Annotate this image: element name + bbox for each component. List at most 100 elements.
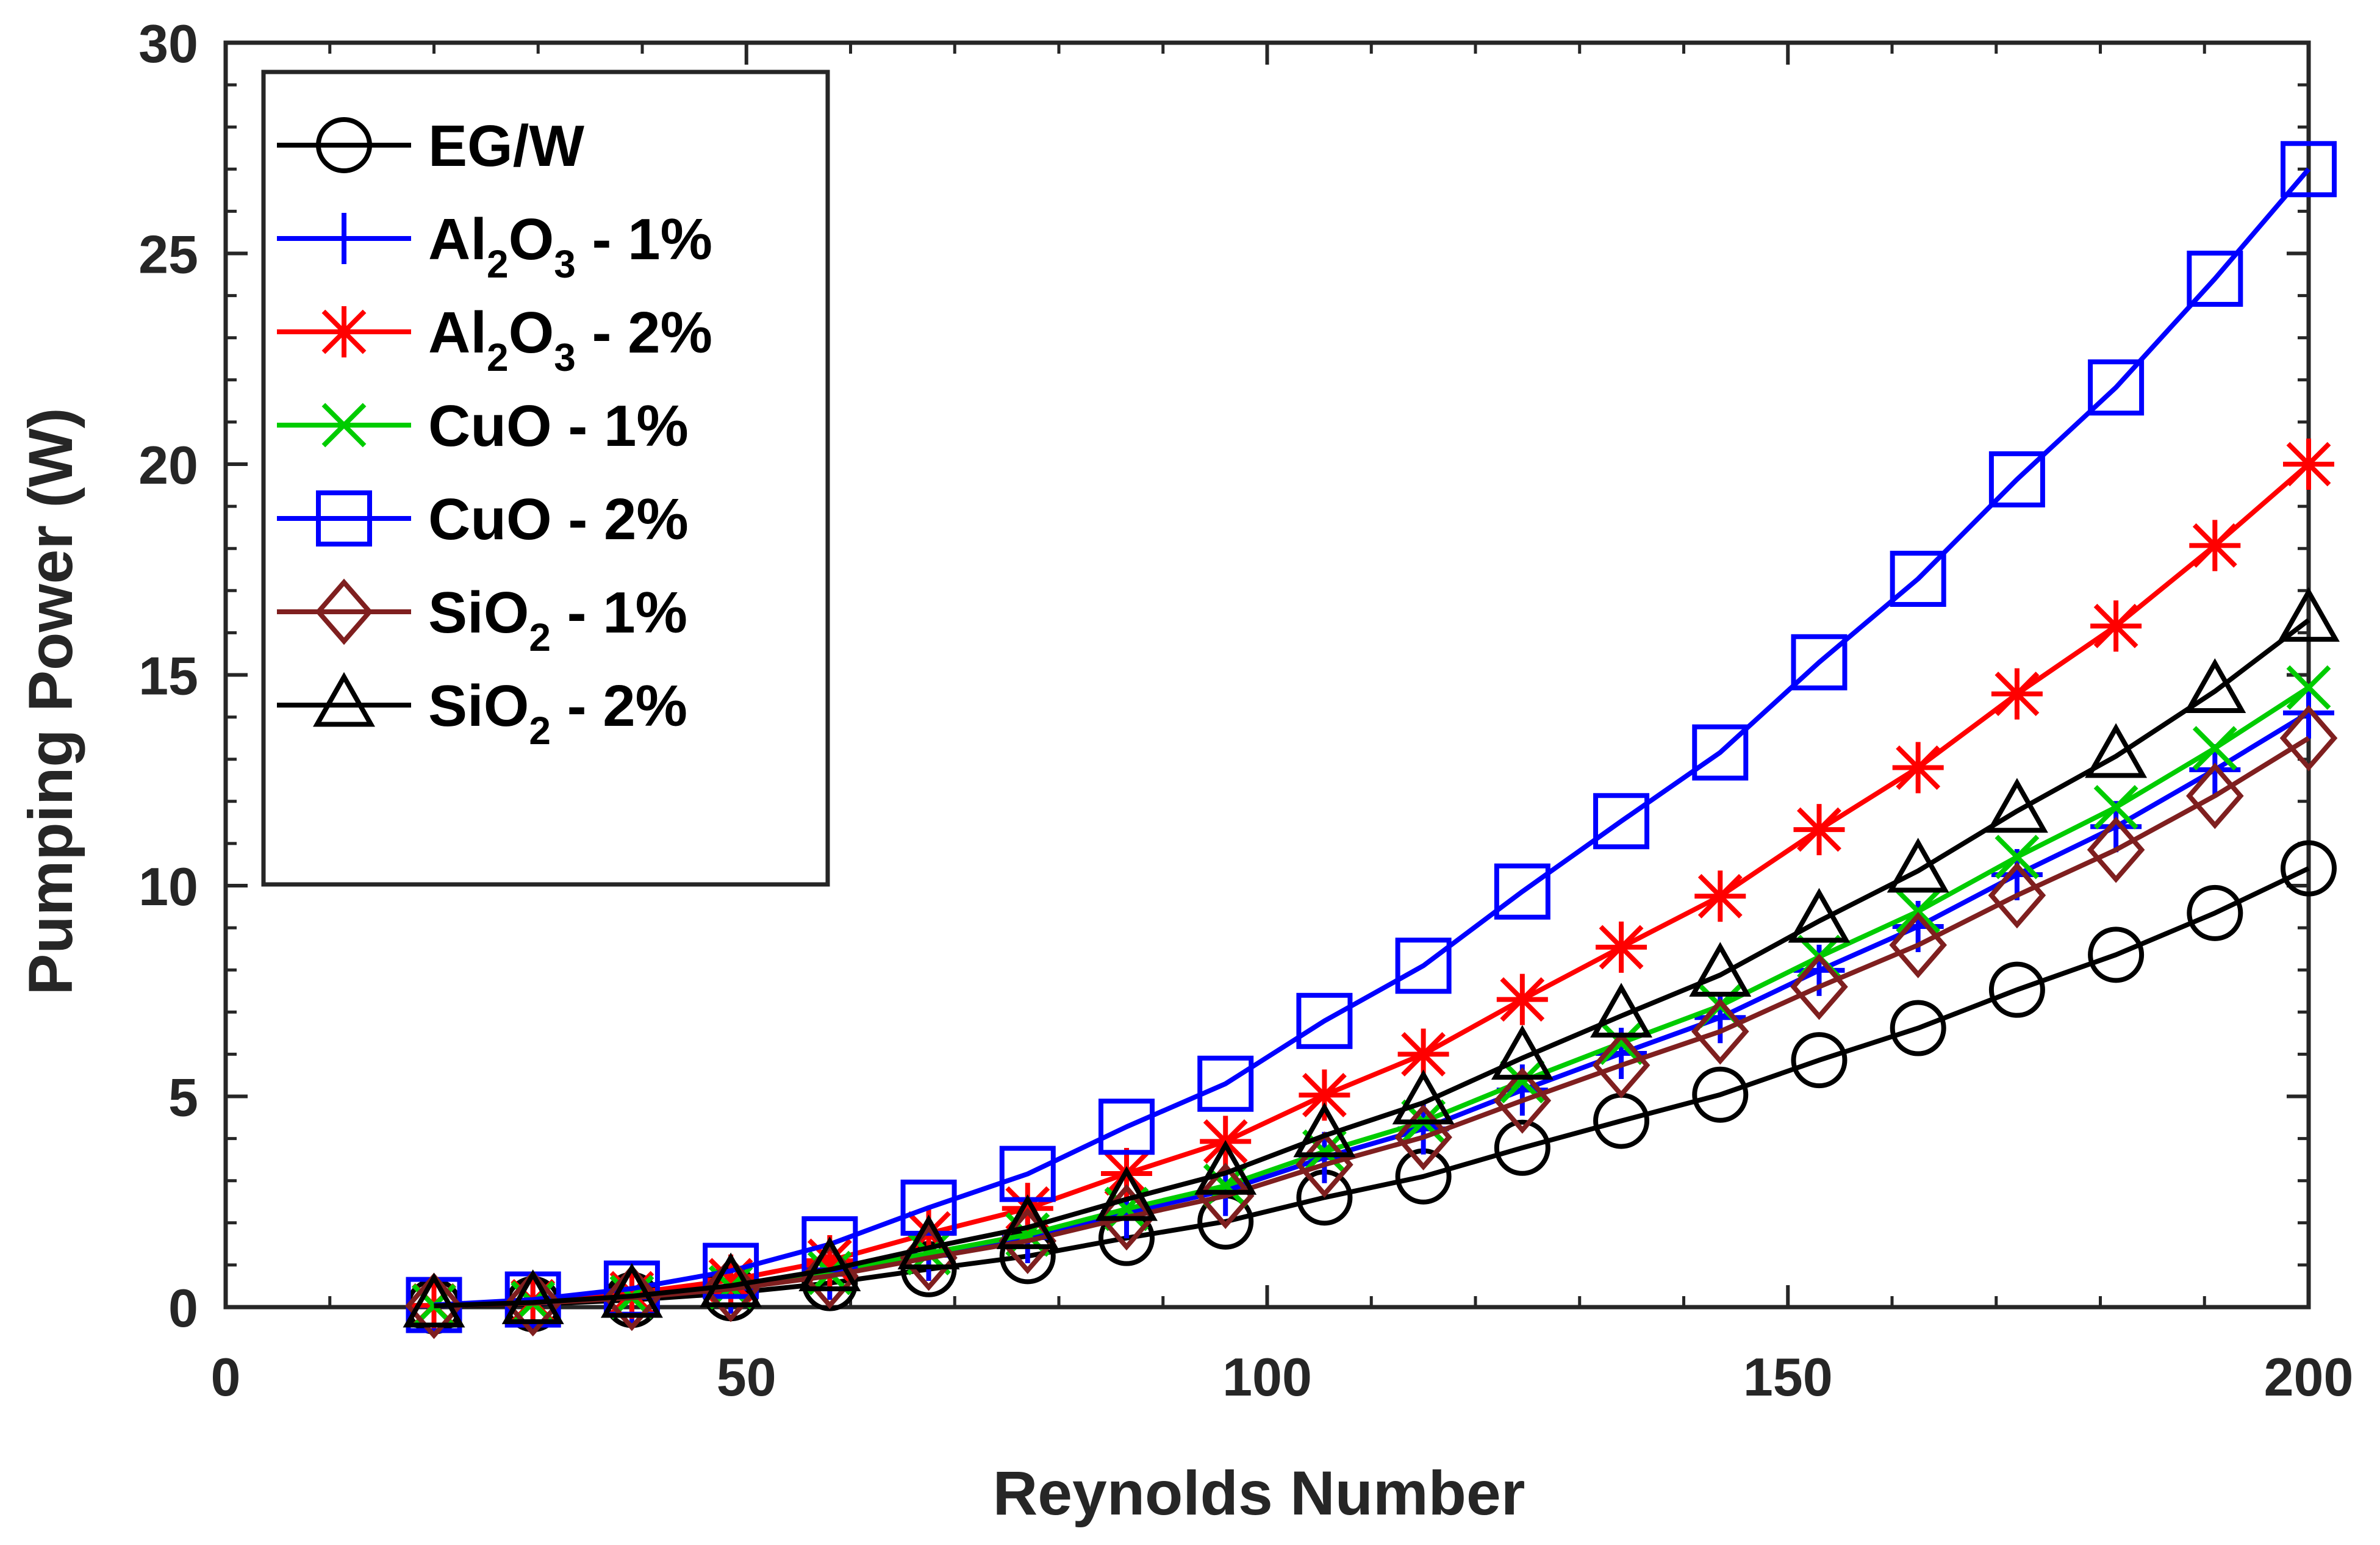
data-point	[900, 1179, 957, 1236]
legend-marker	[321, 403, 367, 448]
series-eg-w	[406, 840, 2337, 1335]
data-point	[1995, 834, 2040, 880]
data-point	[2278, 587, 2340, 642]
legend-marker	[318, 306, 370, 357]
legend-label: SiO2 - 2%	[428, 673, 687, 753]
data-point	[996, 1194, 1059, 1249]
series-cuo-2-	[406, 141, 2337, 1333]
data-point	[2283, 439, 2334, 490]
data-point	[701, 1255, 760, 1322]
legend-label: Al2O3 - 2%	[428, 300, 712, 379]
y-tick-label: 30	[138, 13, 198, 74]
data-point	[2085, 723, 2148, 778]
data-point	[2187, 884, 2243, 941]
data-point	[1790, 953, 1848, 1020]
x-axis-label: Reynolds Number	[993, 1458, 1525, 1528]
legend-marker	[313, 672, 375, 727]
data-point	[501, 1269, 564, 1324]
data-point	[504, 1270, 562, 1337]
data-point	[1302, 1129, 1347, 1174]
legend-item: SiO2 - 2%	[277, 672, 687, 753]
y-tick-label: 5	[168, 1067, 198, 1128]
data-point	[2184, 658, 2246, 713]
data-point	[1887, 837, 1949, 893]
x-tick-label: 50	[717, 1347, 776, 1407]
legend-label: CuO - 1%	[428, 393, 689, 459]
data-point	[403, 1272, 465, 1328]
data-point	[2093, 785, 2138, 830]
data-point	[1890, 1000, 1946, 1056]
data-point	[2279, 704, 2338, 772]
data-point	[1889, 912, 1947, 978]
data-point	[2088, 927, 2145, 983]
data-point	[1689, 942, 1752, 997]
data-point	[1985, 778, 2048, 833]
legend-marker	[316, 490, 372, 547]
data-point	[1394, 1104, 1452, 1170]
y-axis-label: Pumping Power (W)	[16, 407, 85, 995]
x-tick-label: 100	[1222, 1347, 1312, 1407]
data-point	[1892, 742, 1944, 794]
data-point	[1097, 1184, 1156, 1251]
data-point	[405, 1272, 463, 1339]
data-point	[1299, 1069, 1350, 1121]
data-point	[1890, 550, 1946, 607]
legend-marker	[318, 213, 370, 264]
legend-marker	[315, 578, 373, 645]
data-point	[1692, 724, 1749, 781]
legend-item: SiO2 - 1%	[277, 578, 687, 659]
data-point	[1791, 1032, 1848, 1089]
data-point	[1392, 1069, 1455, 1125]
data-point	[1395, 937, 1452, 994]
y-tick-label: 0	[168, 1278, 198, 1338]
data-point	[1491, 1025, 1554, 1080]
legend-marker	[316, 117, 372, 173]
legend-box	[261, 70, 830, 887]
data-point	[1496, 973, 1548, 1025]
data-point	[1590, 983, 1653, 1038]
data-point	[2281, 840, 2337, 897]
data-point	[2192, 726, 2237, 771]
data-point	[2090, 600, 2142, 652]
legend: EG/W Al2O3 - 1% Al2O3 - 2% CuO - 1% CuO - 2%…	[261, 70, 830, 887]
y-tick-label: 15	[138, 646, 198, 706]
data-point	[703, 1242, 759, 1299]
data-point	[1494, 1119, 1550, 1176]
y-tick-label: 25	[138, 224, 198, 285]
data-point	[2286, 665, 2331, 710]
legend-label: SiO2 - 1%	[428, 580, 687, 659]
data-point	[1095, 1166, 1158, 1221]
data-point	[1988, 451, 2045, 507]
series-line	[434, 167, 2311, 1308]
data-point	[1493, 1067, 1552, 1134]
data-point	[1293, 1102, 1356, 1158]
y-tick-label: 20	[138, 435, 198, 495]
legend-item: Al2O3 - 2%	[277, 300, 712, 379]
axes: 0 50 100 150 200 0 5 10 15 20 25 30	[138, 13, 2353, 1407]
data-point	[2088, 359, 2145, 416]
data-point	[1991, 668, 2043, 720]
data-point	[1694, 870, 1746, 922]
data-point	[1596, 921, 1647, 973]
data-point	[2281, 141, 2337, 198]
data-point	[2189, 520, 2241, 572]
data-point	[897, 1214, 960, 1270]
x-tick-label: 200	[2264, 1347, 2354, 1407]
data-point	[1593, 793, 1650, 850]
legend-item: CuO - 2%	[277, 487, 689, 552]
data-point	[1791, 634, 1848, 690]
data-point	[1599, 1020, 1644, 1066]
y-tick-label: 10	[138, 856, 198, 917]
data-point	[1788, 887, 1851, 943]
x-tick-label: 150	[1743, 1347, 1833, 1407]
x-tick-label: 0	[211, 1347, 241, 1407]
legend-item: EG/W	[277, 113, 584, 179]
data-point	[700, 1252, 762, 1308]
series-layer	[403, 141, 2340, 1339]
data-point	[1691, 998, 1749, 1065]
legend-label: Al2O3 - 1%	[428, 207, 712, 286]
series-sio2-2-	[403, 587, 2340, 1328]
series-line	[434, 866, 2310, 1309]
data-point	[1793, 804, 1845, 856]
